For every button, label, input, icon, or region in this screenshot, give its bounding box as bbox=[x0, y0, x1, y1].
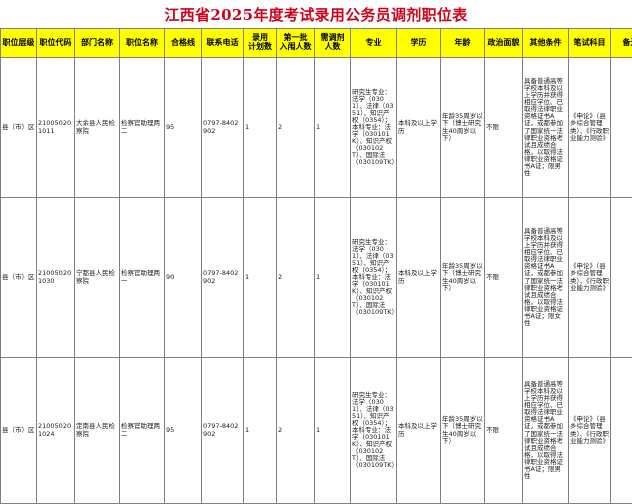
cell-age[interactable]: 年龄35周岁以下（博士研究生40周岁以下） bbox=[441, 358, 485, 504]
cell-exam[interactable]: 《申论》（县乡综合管理类）、《行政职业能力测验》 bbox=[569, 198, 611, 358]
table-row[interactable]: 县（市）区 210050201030 宁都县人民检察院 检察官助理两一 90 0… bbox=[1, 198, 632, 358]
column-header-age[interactable]: 年龄 bbox=[441, 29, 485, 58]
table-body: 县（市）区 210050201011 大余县人民检察院 检察官助理两二 95 0… bbox=[1, 58, 632, 504]
cell-plan[interactable]: 1 bbox=[244, 58, 277, 198]
column-header-politics[interactable]: 政治面貌 bbox=[485, 29, 523, 58]
column-header-code[interactable]: 职位代码 bbox=[37, 29, 75, 58]
column-header-phone[interactable]: 联系电话 bbox=[202, 29, 244, 58]
cell-exam[interactable]: 《申论》（县乡综合管理类）、《行政职业能力测验》 bbox=[569, 358, 611, 504]
column-header-major[interactable]: 专业 bbox=[351, 29, 397, 58]
cell-score[interactable]: 95 bbox=[165, 358, 202, 504]
cell-edu[interactable]: 本科及以上学历 bbox=[397, 58, 441, 198]
cell-post[interactable]: 检察官助理两二 bbox=[120, 358, 165, 504]
cell-other[interactable]: 具备普通高等学校本科及以上学历并获得相应学位、已取得法律职业资格证书A证，或都参… bbox=[523, 58, 569, 198]
cell-major[interactable]: 研究生专业：法学（0301）、法律（0351）、知识产权（0354）；本科专业：… bbox=[351, 58, 397, 198]
cell-dept[interactable]: 大余县人民检察院 bbox=[75, 58, 120, 198]
cell-plan[interactable]: 1 bbox=[244, 358, 277, 504]
column-header-need[interactable]: 需调剂 人数 bbox=[315, 29, 351, 58]
table-header: 职位层级 职位代码 部门名称 职位名称 合格线 联系电话 录用 计划数 第一批 … bbox=[1, 29, 632, 58]
cell-major[interactable]: 研究生专业：法学（0301）、法律（0351）、知识产权（0354）；本科专业：… bbox=[351, 358, 397, 504]
cell-exam[interactable]: 《申论》（县乡综合管理类）、《行政职业能力测验》 bbox=[569, 58, 611, 198]
cell-score[interactable]: 95 bbox=[165, 58, 202, 198]
cell-score[interactable]: 90 bbox=[165, 198, 202, 358]
cell-politics[interactable]: 不限 bbox=[485, 198, 523, 358]
column-header-dept[interactable]: 部门名称 bbox=[75, 29, 120, 58]
cell-plan[interactable]: 1 bbox=[244, 198, 277, 358]
column-header-post[interactable]: 职位名称 bbox=[120, 29, 165, 58]
cell-dept[interactable]: 定南县人民检察院 bbox=[75, 358, 120, 504]
cell-first[interactable]: 2 bbox=[277, 58, 315, 198]
column-header-level[interactable]: 职位层级 bbox=[1, 29, 37, 58]
cell-note[interactable] bbox=[611, 198, 632, 358]
cell-code[interactable]: 210050201030 bbox=[37, 198, 75, 358]
column-header-other[interactable]: 其他条件 bbox=[523, 29, 569, 58]
column-header-first-line2: 入闱人数 bbox=[278, 43, 313, 52]
column-header-first[interactable]: 第一批 入闱人数 bbox=[277, 29, 315, 58]
cell-phone[interactable]: 0797-8402902 bbox=[202, 198, 244, 358]
cell-note[interactable] bbox=[611, 58, 632, 198]
cell-need[interactable]: 1 bbox=[315, 198, 351, 358]
cell-code[interactable]: 210050201011 bbox=[37, 58, 75, 198]
cell-need[interactable]: 1 bbox=[315, 58, 351, 198]
column-header-need-line2: 人数 bbox=[316, 43, 349, 52]
column-header-note[interactable]: 备注 bbox=[611, 29, 632, 58]
cell-post[interactable]: 检察官助理两二 bbox=[120, 58, 165, 198]
cell-edu[interactable]: 本科及以上学历 bbox=[397, 358, 441, 504]
cell-edu[interactable]: 本科及以上学历 bbox=[397, 198, 441, 358]
column-header-score[interactable]: 合格线 bbox=[165, 29, 202, 58]
cell-need[interactable]: 1 bbox=[315, 358, 351, 504]
column-header-plan[interactable]: 录用 计划数 bbox=[244, 29, 277, 58]
page-title: 江西省2025年度考试录用公务员调剂职位表 bbox=[164, 4, 467, 25]
cell-code[interactable]: 210050201024 bbox=[37, 358, 75, 504]
cell-level[interactable]: 县（市）区 bbox=[1, 58, 37, 198]
cell-phone[interactable]: 0797-8402902 bbox=[202, 58, 244, 198]
cell-first[interactable]: 2 bbox=[277, 358, 315, 504]
cell-note[interactable] bbox=[611, 358, 632, 504]
cell-level[interactable]: 县（市）区 bbox=[1, 358, 37, 504]
column-header-edu[interactable]: 学历 bbox=[397, 29, 441, 58]
cell-post[interactable]: 检察官助理两一 bbox=[120, 198, 165, 358]
cell-age[interactable]: 年龄35周岁以下（博士研究生40周岁以下） bbox=[441, 58, 485, 198]
cell-major[interactable]: 研究生专业：法学（0301）、法律（0351）、知识产权（0354）；本科专业：… bbox=[351, 198, 397, 358]
header-row: 职位层级 职位代码 部门名称 职位名称 合格线 联系电话 录用 计划数 第一批 … bbox=[1, 29, 632, 58]
cell-age[interactable]: 年龄35周岁以下（博士研究生40周岁以下） bbox=[441, 198, 485, 358]
cell-level[interactable]: 县（市）区 bbox=[1, 198, 37, 358]
title-bar: 江西省2025年度考试录用公务员调剂职位表 bbox=[0, 0, 632, 28]
position-table: 职位层级 职位代码 部门名称 职位名称 合格线 联系电话 录用 计划数 第一批 … bbox=[0, 28, 632, 504]
cell-phone[interactable]: 0797-8402902 bbox=[202, 358, 244, 504]
column-header-plan-line2: 计划数 bbox=[245, 43, 275, 52]
cell-politics[interactable]: 不限 bbox=[485, 58, 523, 198]
column-header-exam[interactable]: 笔试科目 bbox=[569, 29, 611, 58]
cell-first[interactable]: 2 bbox=[277, 198, 315, 358]
cell-dept[interactable]: 宁都县人民检察院 bbox=[75, 198, 120, 358]
table-row[interactable]: 县（市）区 210050201011 大余县人民检察院 检察官助理两二 95 0… bbox=[1, 58, 632, 198]
table-row[interactable]: 县（市）区 210050201024 定南县人民检察院 检察官助理两二 95 0… bbox=[1, 358, 632, 504]
cell-other[interactable]: 具备普通高等学校本科及以上学历并获得相应学位、已取得法律职业资格证书A证，或都参… bbox=[523, 358, 569, 504]
cell-other[interactable]: 具备普通高等学校本科及以上学历并获得相应学位、已取得法律职业资格证书A证，或都参… bbox=[523, 198, 569, 358]
cell-politics[interactable]: 不限 bbox=[485, 358, 523, 504]
